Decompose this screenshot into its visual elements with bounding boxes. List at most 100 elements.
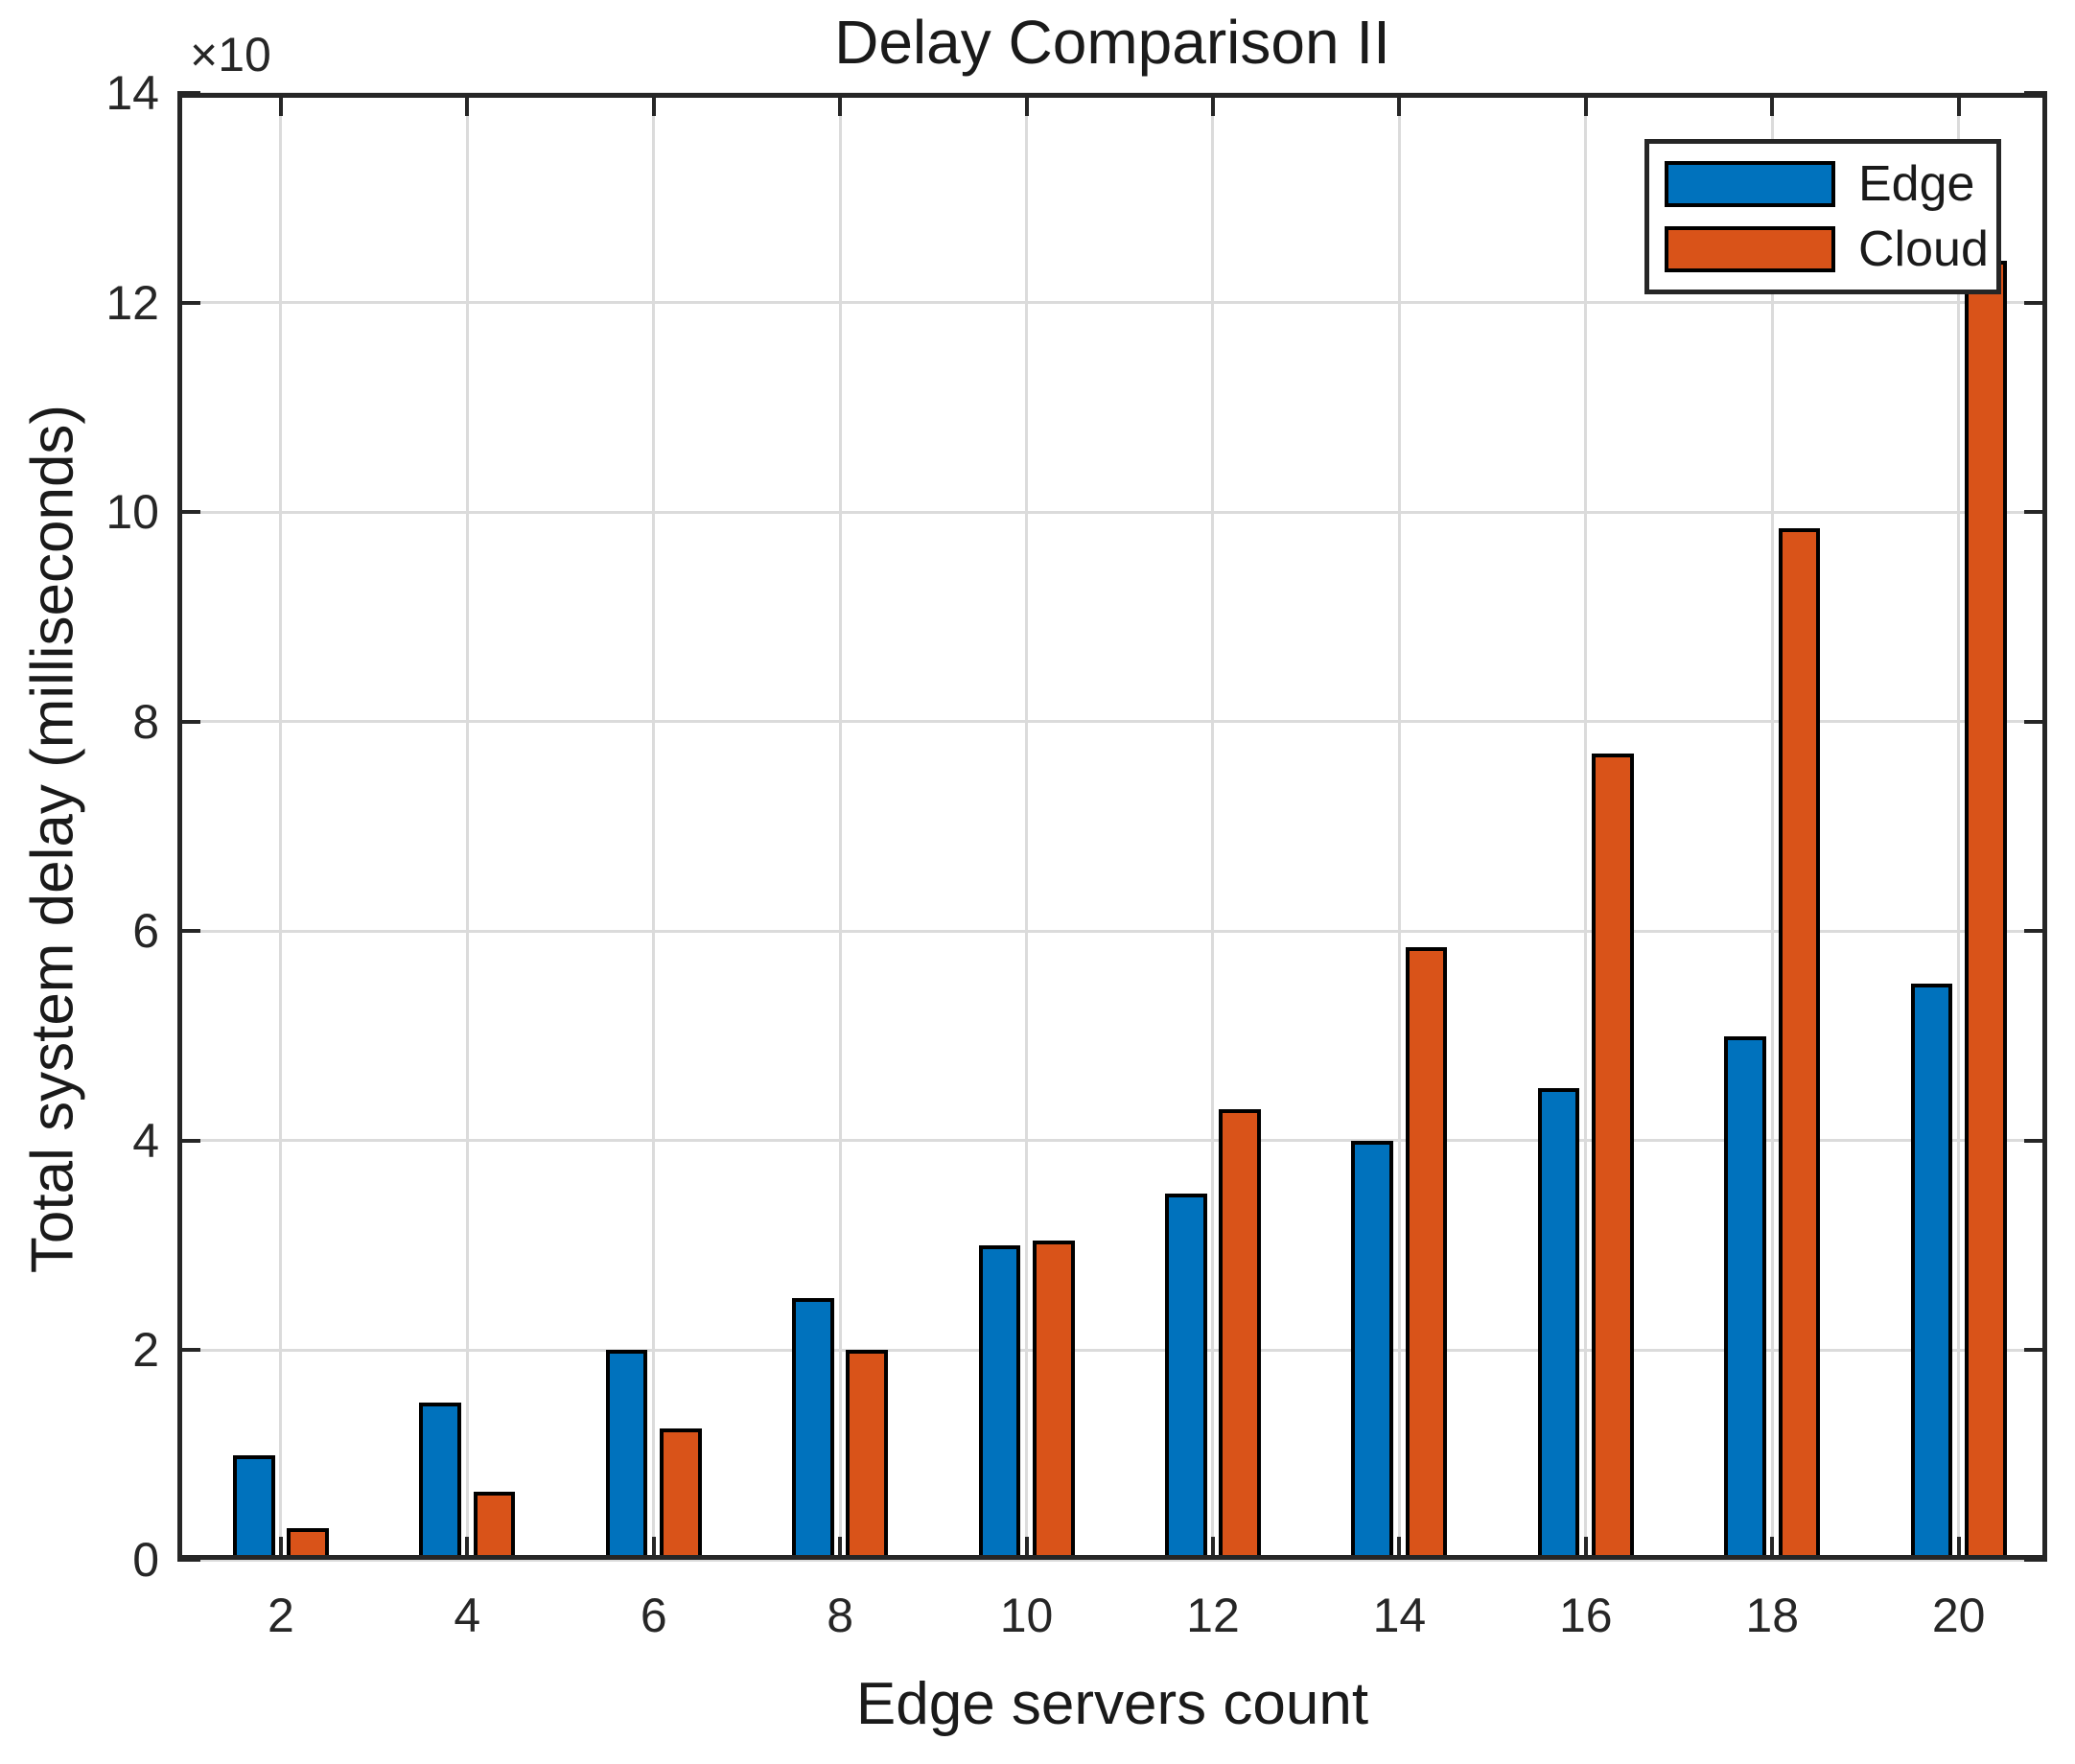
bar-edge-2	[232, 1454, 275, 1560]
x-tick-top-16	[1583, 93, 1588, 116]
x-tick-bottom-16	[1583, 1537, 1588, 1560]
y-tick-right-14	[2024, 91, 2047, 95]
legend-swatch-edge	[1665, 161, 1835, 207]
legend-label-edge: Edge	[1858, 156, 1975, 212]
x-tick-bottom-14	[1397, 1537, 1402, 1560]
x-tick-label-20: 20	[1931, 1589, 1986, 1642]
gridline-y-2	[177, 1348, 2047, 1352]
gridline-x-4	[465, 93, 469, 1560]
bar-cloud-6	[660, 1428, 702, 1560]
x-tick-bottom-4	[465, 1537, 470, 1560]
x-tick-bottom-8	[838, 1537, 843, 1560]
gridline-y-0	[177, 1558, 2047, 1562]
bar-edge-8	[792, 1297, 834, 1560]
plot-area	[177, 91, 2047, 1562]
chart-title: Delay Comparison II	[834, 8, 1390, 77]
bar-cloud-18	[1778, 527, 1821, 1560]
x-tick-top-8	[838, 93, 843, 116]
y-tick-right-2	[2024, 1348, 2047, 1353]
bar-edge-20	[1910, 983, 1953, 1560]
legend-label-cloud: Cloud	[1858, 221, 1989, 277]
y-tick-left-0	[177, 1558, 200, 1562]
y-tick-label-14: 14	[105, 66, 159, 120]
bar-edge-16	[1537, 1088, 1580, 1560]
y-tick-label-6: 6	[132, 904, 159, 959]
y-tick-right-8	[2024, 719, 2047, 724]
x-tick-bottom-2	[278, 1537, 283, 1560]
x-tick-label-4: 4	[454, 1589, 481, 1642]
x-tick-top-18	[1770, 93, 1775, 116]
bar-edge-6	[605, 1350, 648, 1560]
gridline-x-18	[1770, 93, 1774, 1560]
x-axis-label: Edge servers count	[855, 1671, 1369, 1737]
y-tick-right-6	[2024, 929, 2047, 934]
y-tick-label-10: 10	[105, 485, 159, 540]
legend-item-edge: Edge	[1665, 159, 1996, 209]
bar-cloud-16	[1592, 753, 1634, 1560]
y-tick-left-6	[177, 929, 200, 934]
x-tick-bottom-12	[1210, 1537, 1215, 1560]
x-tick-top-14	[1397, 93, 1402, 116]
bar-cloud-12	[1219, 1109, 1262, 1560]
bar-edge-10	[978, 1245, 1021, 1560]
y-tick-label-4: 4	[132, 1113, 159, 1168]
bar-edge-4	[419, 1403, 461, 1560]
x-tick-label-2: 2	[267, 1589, 294, 1642]
bar-cloud-20	[1964, 260, 2007, 1560]
axes-box	[177, 93, 2047, 1560]
gridline-y-10	[177, 510, 2047, 514]
gridline-x-20	[1957, 93, 1961, 1560]
bar-cloud-10	[1032, 1240, 1075, 1560]
x-tick-label-6: 6	[640, 1589, 667, 1642]
y-tick-left-14	[177, 91, 200, 95]
x-tick-top-2	[278, 93, 283, 116]
y-tick-left-10	[177, 510, 200, 515]
gridline-x-12	[1211, 93, 1215, 1560]
y-tick-left-2	[177, 1348, 200, 1353]
bar-edge-18	[1724, 1035, 1766, 1560]
gridline-x-14	[1397, 93, 1401, 1560]
gridline-x-2	[279, 93, 283, 1560]
y-tick-left-12	[177, 300, 200, 305]
gridline-y-6	[177, 929, 2047, 933]
y-tick-right-12	[2024, 300, 2047, 305]
x-tick-bottom-10	[1024, 1537, 1029, 1560]
y-tick-right-10	[2024, 510, 2047, 515]
x-tick-top-4	[465, 93, 470, 116]
bar-edge-14	[1351, 1140, 1394, 1560]
x-tick-top-10	[1024, 93, 1029, 116]
legend: Edge Cloud	[1644, 139, 2001, 294]
x-tick-label-12: 12	[1186, 1589, 1240, 1642]
bar-cloud-8	[846, 1350, 889, 1560]
gridline-y-14	[177, 91, 2047, 95]
x-tick-top-6	[651, 93, 656, 116]
x-tick-top-20	[1956, 93, 1961, 116]
y-tick-label-12: 12	[105, 275, 159, 330]
bar-cloud-4	[473, 1491, 516, 1560]
gridline-x-8	[838, 93, 842, 1560]
y-tick-left-8	[177, 719, 200, 724]
x-tick-label-14: 14	[1372, 1589, 1427, 1642]
x-tick-label-10: 10	[999, 1589, 1054, 1642]
x-tick-bottom-20	[1956, 1537, 1961, 1560]
y-tick-right-4	[2024, 1138, 2047, 1143]
gridline-x-6	[652, 93, 656, 1560]
legend-swatch-cloud	[1665, 226, 1835, 272]
gridline-y-12	[177, 301, 2047, 305]
y-axis-multiplier: ×10	[190, 28, 271, 81]
gridline-y-4	[177, 1139, 2047, 1143]
bar-cloud-2	[287, 1528, 329, 1560]
y-tick-label-8: 8	[132, 694, 159, 749]
x-tick-label-8: 8	[827, 1589, 854, 1642]
bar-edge-12	[1164, 1193, 1207, 1560]
x-tick-bottom-6	[651, 1537, 656, 1560]
gridline-x-10	[1025, 93, 1029, 1560]
gridline-x-16	[1584, 93, 1588, 1560]
x-tick-label-18: 18	[1745, 1589, 1800, 1642]
gridline-y-8	[177, 720, 2047, 724]
y-tick-label-2: 2	[132, 1323, 159, 1378]
y-tick-right-0	[2024, 1558, 2047, 1562]
bar-cloud-14	[1405, 946, 1448, 1560]
x-tick-label-16: 16	[1559, 1589, 1613, 1642]
